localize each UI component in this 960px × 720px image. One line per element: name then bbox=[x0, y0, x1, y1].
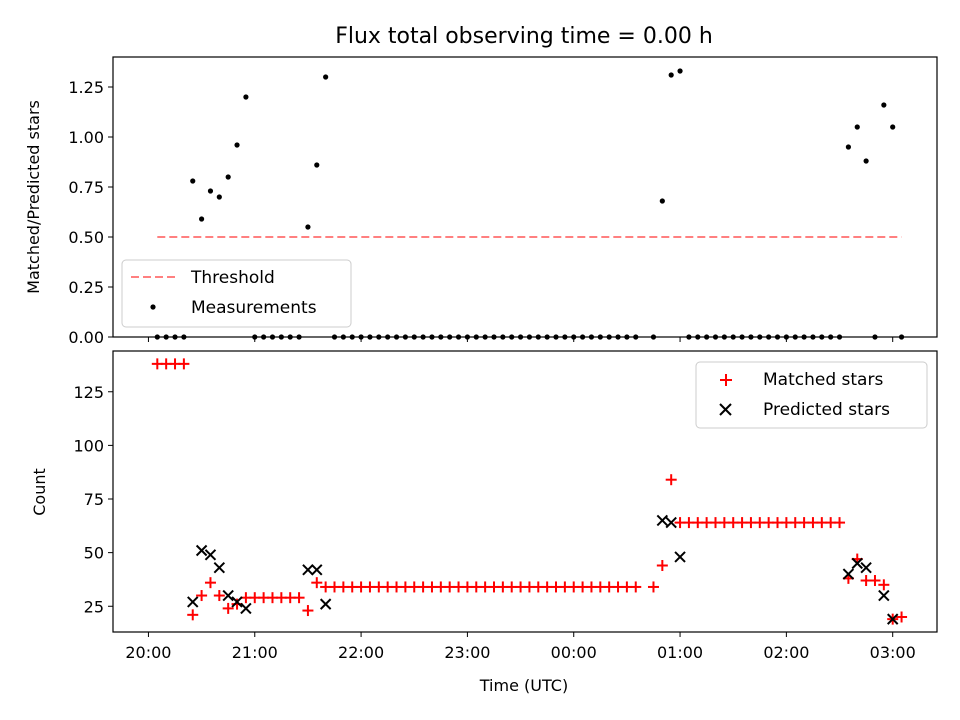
bottom-axes-frame bbox=[112, 350, 938, 633]
matched-star-point bbox=[896, 611, 908, 623]
measurement-point bbox=[243, 94, 249, 100]
predicted-star-point bbox=[222, 589, 234, 602]
predicted-star-point bbox=[302, 564, 314, 576]
measurement-point bbox=[305, 224, 311, 230]
top-y-tick-label: 0.50 bbox=[68, 228, 104, 247]
predicted-star-point bbox=[851, 557, 863, 570]
bottom-legend-box bbox=[695, 361, 928, 429]
x-tick-label: 00:00 bbox=[551, 643, 597, 662]
matched-legend-label: Matched stars bbox=[763, 370, 883, 390]
measurement-point bbox=[216, 194, 222, 200]
x-tick-label: 22:00 bbox=[338, 643, 384, 662]
measurement-point bbox=[323, 74, 329, 80]
top-y-tick-label: 0.00 bbox=[68, 328, 104, 347]
predicted-star-point bbox=[195, 544, 208, 557]
x-tick-label: 03:00 bbox=[870, 643, 916, 662]
predicted-legend-marker bbox=[719, 403, 732, 416]
measurement-point bbox=[225, 174, 231, 180]
measurement-point bbox=[314, 162, 320, 168]
predicted-star-point bbox=[204, 549, 217, 561]
bottom-y-tick-label: 25 bbox=[84, 597, 104, 616]
top-y-tick-label: 1.25 bbox=[68, 78, 104, 97]
matched-star-point bbox=[222, 602, 234, 614]
matched-star-point bbox=[869, 575, 881, 587]
matched-star-point bbox=[665, 474, 677, 486]
bottom-y-tick-label: 75 bbox=[84, 490, 104, 509]
predicted-star-point bbox=[656, 514, 669, 527]
top-y-tick-label: 1.00 bbox=[68, 128, 104, 147]
x-axis-label: Time (UTC) bbox=[479, 676, 568, 695]
measurement-point bbox=[190, 178, 196, 184]
predicted-star-point bbox=[319, 598, 332, 610]
top-chart-title: Flux total observing time = 0.00 h bbox=[335, 24, 713, 49]
predicted-star-point bbox=[240, 602, 252, 615]
predicted-star-point bbox=[860, 561, 872, 574]
matched-legend-marker bbox=[720, 374, 732, 386]
bottom-legend: Matched stars Predicted stars bbox=[695, 361, 928, 429]
threshold-legend-label: Threshold bbox=[190, 268, 275, 288]
matched-star-point bbox=[178, 358, 190, 370]
measurements-legend-marker bbox=[150, 304, 156, 310]
predicted-star-point bbox=[231, 596, 243, 608]
matched-star-point bbox=[878, 579, 890, 591]
matched-star-point bbox=[311, 577, 323, 589]
measurement-point bbox=[677, 68, 683, 74]
predicted-star-point bbox=[311, 564, 323, 576]
x-tick-label: 20:00 bbox=[125, 643, 171, 662]
measurement-point bbox=[234, 142, 240, 148]
matched-star-point bbox=[204, 577, 216, 589]
matched-star-point bbox=[656, 560, 668, 572]
predicted-star-point bbox=[665, 516, 677, 529]
bottom-plot-marks bbox=[151, 358, 908, 625]
matched-star-point bbox=[293, 592, 305, 604]
top-y-tick-label: 0.75 bbox=[68, 178, 104, 197]
measurement-point bbox=[881, 102, 887, 108]
measurement-point bbox=[668, 72, 674, 78]
top-y-axis-label: Matched/Predicted stars bbox=[24, 100, 43, 294]
top-axes-frame bbox=[112, 56, 938, 338]
x-tick-label: 21:00 bbox=[232, 643, 278, 662]
bottom-y-tick-label: 100 bbox=[73, 436, 104, 455]
measurement-point bbox=[890, 124, 896, 130]
bottom-ticks: 25 50 75 100 125 20:00 21:00 22:00 23:00 00:00 01:… bbox=[73, 383, 915, 662]
bottom-y-tick-label: 125 bbox=[73, 383, 104, 402]
top-y-tick-label: 0.25 bbox=[68, 278, 104, 297]
matched-star-point bbox=[630, 581, 642, 593]
measurement-point bbox=[659, 198, 665, 204]
predicted-legend-label: Predicted stars bbox=[763, 400, 890, 420]
measurement-point bbox=[854, 124, 860, 130]
x-tick-label: 02:00 bbox=[763, 643, 809, 662]
measurement-point bbox=[863, 158, 869, 164]
measurement-point bbox=[845, 144, 851, 150]
top-legend: Threshold Measurements bbox=[121, 259, 352, 328]
x-tick-label: 01:00 bbox=[657, 643, 703, 662]
matched-star-point bbox=[647, 581, 659, 593]
predicted-star-point bbox=[213, 561, 226, 574]
matched-star-point bbox=[196, 590, 208, 602]
predicted-star-point bbox=[187, 596, 199, 608]
matched-star-point bbox=[834, 517, 846, 529]
predicted-star-point bbox=[674, 551, 686, 563]
predicted-star-point bbox=[842, 568, 855, 580]
x-tick-label: 23:00 bbox=[444, 643, 490, 662]
measurements-legend-label: Measurements bbox=[191, 298, 317, 318]
measurement-point bbox=[207, 188, 214, 194]
matched-star-point bbox=[213, 590, 225, 602]
matched-star-point bbox=[302, 605, 314, 617]
top-legend-box bbox=[121, 259, 352, 328]
matched-star-point bbox=[187, 609, 199, 621]
predicted-star-point bbox=[878, 589, 890, 602]
bottom-y-axis-label: Count bbox=[30, 468, 49, 516]
measurement-point bbox=[199, 216, 205, 222]
bottom-y-tick-label: 50 bbox=[84, 544, 104, 563]
predicted-star-point bbox=[886, 613, 899, 625]
top-panel: Flux total observing time = 0.00 h Match… bbox=[24, 24, 938, 347]
